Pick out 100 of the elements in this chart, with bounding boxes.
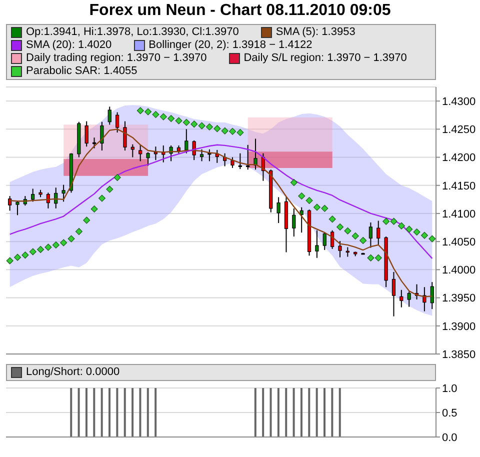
- legend-label: Daily trading region: 1.3970 − 1.3970: [26, 52, 207, 65]
- candlestick: [200, 148, 204, 162]
- legend-label: Parabolic SAR: 1.4055: [26, 65, 138, 78]
- candlestick: [392, 271, 396, 317]
- y-tick-label: 1.3850: [442, 348, 476, 361]
- candlestick: [315, 230, 319, 258]
- candlestick: [254, 138, 258, 170]
- point: [37, 246, 44, 253]
- point: [214, 125, 221, 132]
- point: [221, 127, 228, 134]
- point: [367, 254, 374, 262]
- point: [352, 232, 359, 240]
- y-tick-label: 1.4000: [442, 264, 476, 277]
- y-tick-label: 1.4250: [442, 124, 476, 136]
- point: [336, 223, 344, 230]
- point: [236, 129, 244, 136]
- candlestick: [246, 144, 250, 170]
- point: [344, 227, 352, 234]
- point: [313, 204, 320, 211]
- candlestick: [108, 106, 112, 126]
- candlestick: [400, 289, 404, 308]
- candlestick: [407, 291, 411, 308]
- legend-label: Daily S/L region: 1.3970 − 1.3970: [244, 52, 407, 65]
- point: [22, 252, 29, 259]
- y-tick-label: 1.4300: [442, 96, 476, 108]
- point: [14, 254, 22, 261]
- point: [44, 244, 52, 251]
- candlestick: [430, 282, 434, 310]
- y-tick-label: 1.3950: [442, 292, 476, 305]
- point: [182, 118, 190, 126]
- point: [75, 228, 82, 235]
- legend-label: SMA (20): 1.4020: [26, 39, 112, 52]
- candlestick: [376, 220, 380, 246]
- point: [321, 204, 328, 212]
- candlestick: [62, 184, 66, 202]
- candlestick: [300, 206, 304, 234]
- point: [190, 120, 198, 128]
- point: [306, 197, 313, 204]
- point: [52, 241, 60, 248]
- candlestick: [184, 128, 188, 154]
- y-tick-label: 1.4200: [442, 152, 476, 164]
- candlestick: [322, 232, 326, 251]
- point: [152, 111, 160, 118]
- y-tick-label: 1.3900: [442, 320, 476, 333]
- candlestick: [276, 196, 280, 224]
- candlestick: [338, 240, 342, 258]
- candlestick: [8, 196, 12, 212]
- candlestick: [123, 120, 127, 152]
- point: [29, 248, 36, 256]
- candlestick: [422, 286, 426, 312]
- point: [229, 128, 236, 135]
- point: [398, 222, 405, 230]
- point: [428, 235, 436, 242]
- point: [406, 226, 413, 233]
- candlestick: [292, 208, 296, 238]
- y-tick-label: 0.5: [442, 407, 458, 420]
- candlestick: [116, 112, 120, 134]
- point: [206, 123, 213, 130]
- candlestick: [100, 121, 104, 152]
- point: [83, 216, 90, 224]
- point: [390, 218, 398, 225]
- point: [298, 192, 306, 200]
- point: [198, 122, 206, 130]
- y-tick-label: 1.0: [442, 382, 458, 395]
- legend-label: Op:1.3941, Hi:1.3978, Lo:1.3930, Cl:1.3970: [26, 26, 239, 39]
- point: [114, 174, 121, 181]
- point: [374, 254, 382, 262]
- chart-title: Forex um Neun - Chart 08.11.2010 09:05: [88, 1, 392, 21]
- point: [68, 235, 75, 242]
- candlestick: [92, 137, 96, 149]
- y-tick-label: 1.4150: [442, 180, 476, 192]
- legend-label: Bollinger (20, 2): 1.3918 − 1.4122: [148, 39, 312, 52]
- candlestick: [84, 120, 88, 148]
- legend-label: SMA (5): 1.3953: [276, 26, 356, 39]
- candlestick: [146, 152, 150, 166]
- point: [382, 218, 390, 225]
- y-tick-label: 1.4050: [442, 236, 476, 248]
- candlestick: [138, 144, 142, 162]
- point: [328, 216, 336, 223]
- candlestick: [368, 222, 372, 248]
- candlestick: [346, 246, 350, 258]
- candlestick: [16, 200, 20, 216]
- point: [175, 117, 182, 124]
- legend-label: Long/Short: 0.0000: [26, 366, 120, 379]
- point: [60, 239, 68, 246]
- y-tick-label: 0.0: [442, 432, 458, 444]
- candlestick: [230, 156, 234, 168]
- point: [290, 179, 298, 186]
- candlestick: [238, 152, 242, 170]
- y-tick-label: 1.4100: [442, 208, 476, 220]
- point: [6, 257, 14, 264]
- candlestick: [31, 188, 35, 202]
- point: [136, 107, 144, 114]
- point: [90, 205, 98, 212]
- point: [413, 228, 420, 236]
- point: [360, 236, 367, 244]
- point: [168, 114, 175, 122]
- point: [144, 108, 152, 116]
- point: [420, 232, 428, 239]
- point: [98, 194, 106, 202]
